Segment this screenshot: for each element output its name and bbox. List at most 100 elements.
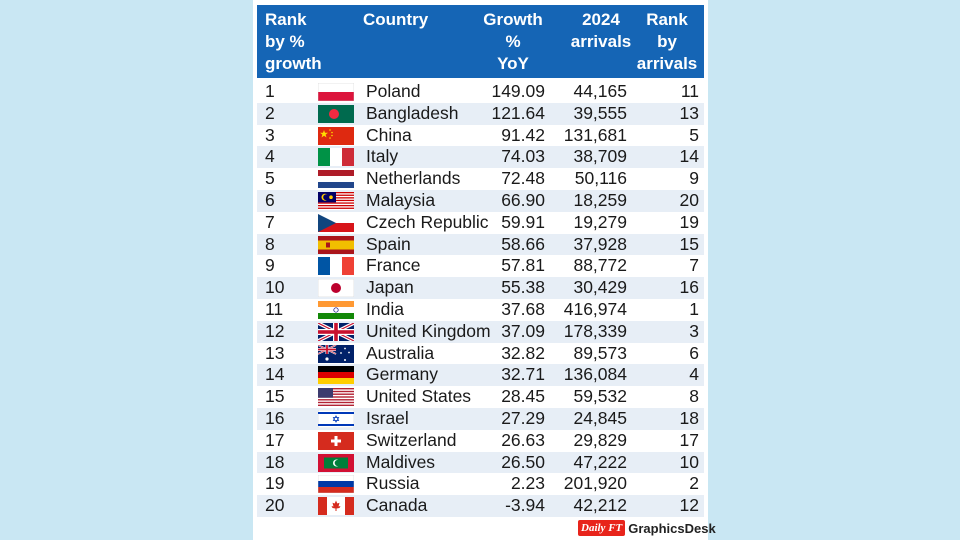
table-row: 4 Italy 74.03 38,709 14 xyxy=(257,146,704,169)
malaysia-flag-icon xyxy=(318,191,354,210)
country-cell: United Kingdom xyxy=(366,320,491,341)
country-cell: Japan xyxy=(366,277,414,298)
country-cell: Czech Republic xyxy=(366,211,489,232)
arrivals-cell: 59,532 xyxy=(573,386,627,407)
table-row: 18 Maldives 26.50 47,222 10 xyxy=(257,451,704,474)
spain-flag-icon xyxy=(318,235,354,254)
rank-cell: 12 xyxy=(265,320,285,341)
brand-text: GraphicsDesk xyxy=(628,520,716,536)
growth-cell: 121.64 xyxy=(491,102,545,123)
rank-arrivals-cell: 3 xyxy=(689,320,699,341)
arrivals-cell: 89,573 xyxy=(573,342,627,363)
growth-cell: 32.82 xyxy=(501,342,545,363)
table-row: 13 Australia 32.82 89,573 6 xyxy=(257,343,704,365)
japan-flag-icon xyxy=(318,279,354,298)
table-row: 16 Israel 27.29 24,845 18 xyxy=(257,407,704,430)
china-flag-icon xyxy=(318,126,354,145)
arrivals-cell: 47,222 xyxy=(573,451,627,472)
header-country-line: Country xyxy=(363,10,429,29)
growth-cell: 74.03 xyxy=(501,146,545,167)
table-row: 15 United States 28.45 59,532 8 xyxy=(257,386,704,408)
rank-arrivals-cell: 9 xyxy=(689,168,699,189)
rank-cell: 8 xyxy=(265,233,275,254)
country-cell: China xyxy=(366,124,412,145)
rank-cell: 10 xyxy=(265,277,285,298)
header-growth-line: YoY xyxy=(497,54,529,73)
growth-cell: 2.23 xyxy=(510,473,545,494)
country-cell: Russia xyxy=(366,473,420,494)
rank-cell: 7 xyxy=(265,211,275,232)
country-cell: Netherlands xyxy=(366,168,461,189)
arrivals-cell: 416,974 xyxy=(563,298,627,319)
header-country: Country xyxy=(363,9,428,31)
arrivals-cell: 19,279 xyxy=(573,211,627,232)
russia-flag-icon xyxy=(318,475,354,494)
growth-cell: 58.66 xyxy=(501,233,545,254)
rank-cell: 6 xyxy=(265,189,275,210)
rank-arrivals-cell: 20 xyxy=(679,189,699,210)
rank-cell: 1 xyxy=(265,81,275,101)
table-row: 2 Bangladesh 121.64 39,555 13 xyxy=(257,102,704,125)
country-cell: Switzerland xyxy=(366,429,457,450)
growth-cell: 55.38 xyxy=(501,277,545,298)
header-rank-line: by % xyxy=(265,32,305,51)
country-cell: France xyxy=(366,255,421,276)
growth-cell: 37.09 xyxy=(501,320,545,341)
table-row: 12 United Kingdom 37.09 178,339 3 xyxy=(257,320,704,343)
header-growth-line: % xyxy=(505,32,521,51)
growth-cell: 59.91 xyxy=(501,211,545,232)
growth-cell: 26.63 xyxy=(501,429,545,450)
arrivals-cell: 39,555 xyxy=(573,102,627,123)
country-cell: India xyxy=(366,298,404,319)
rank-arrivals-cell: 16 xyxy=(679,277,699,298)
arrivals-cell: 44,165 xyxy=(573,81,627,101)
czech-flag-icon xyxy=(318,213,354,232)
header-arrivals: 2024 arrivals xyxy=(561,9,641,53)
ranking-table-card: Rank by % growth Country Growth % YoY 20… xyxy=(253,0,708,540)
growth-cell: 26.50 xyxy=(501,451,545,472)
table-row: 6 Malaysia 66.90 18,259 20 xyxy=(257,189,704,212)
country-cell: Germany xyxy=(366,364,438,385)
bangladesh-flag-icon xyxy=(318,104,354,123)
france-flag-icon xyxy=(318,257,354,276)
growth-cell: 28.45 xyxy=(501,386,545,407)
rank-cell: 5 xyxy=(265,168,275,189)
rank-cell: 11 xyxy=(265,298,284,319)
table-row: 10 Japan 55.38 30,429 16 xyxy=(257,277,704,299)
rank-arrivals-cell: 17 xyxy=(679,429,699,450)
rank-cell: 13 xyxy=(265,342,285,363)
growth-cell: -3.94 xyxy=(505,495,545,516)
arrivals-cell: 18,259 xyxy=(573,189,627,210)
arrivals-cell: 201,920 xyxy=(563,473,627,494)
country-cell: Poland xyxy=(366,81,421,101)
table-row: 1 Poland 149.09 44,165 11 xyxy=(257,81,704,103)
uk-flag-icon xyxy=(318,322,354,341)
growth-cell: 66.90 xyxy=(501,189,545,210)
table-row: 11 India 37.68 416,974 1 xyxy=(257,299,704,321)
rank-arrivals-cell: 14 xyxy=(679,146,699,167)
arrivals-cell: 38,709 xyxy=(573,146,627,167)
header-arrivals-line: 2024 xyxy=(582,10,620,29)
rank-cell: 15 xyxy=(265,386,285,407)
rank-cell: 20 xyxy=(265,495,285,516)
growth-cell: 37.68 xyxy=(501,298,545,319)
rank-cell: 9 xyxy=(265,255,275,276)
rank-arrivals-cell: 19 xyxy=(679,211,699,232)
brand-mark: Daily FT GraphicsDesk xyxy=(578,519,716,537)
header-growth: Growth % YoY xyxy=(479,9,547,75)
rank-arrivals-cell: 15 xyxy=(679,233,699,254)
table-header: Rank by % growth Country Growth % YoY 20… xyxy=(257,5,704,78)
country-cell: United States xyxy=(366,386,472,407)
country-cell: Italy xyxy=(366,146,399,167)
growth-cell: 27.29 xyxy=(501,407,545,428)
arrivals-cell: 88,772 xyxy=(573,255,627,276)
arrivals-cell: 24,845 xyxy=(573,407,627,428)
table-row: 19 Russia 2.23 201,920 2 xyxy=(257,473,704,495)
rank-arrivals-cell: 6 xyxy=(689,342,699,363)
arrivals-cell: 131,681 xyxy=(563,124,627,145)
growth-cell: 32.71 xyxy=(501,364,545,385)
table-row: 8 Spain 58.66 37,928 15 xyxy=(257,233,704,256)
arrivals-cell: 136,084 xyxy=(563,364,627,385)
rank-arrivals-cell: 1 xyxy=(689,298,699,319)
rank-cell: 2 xyxy=(265,102,275,123)
